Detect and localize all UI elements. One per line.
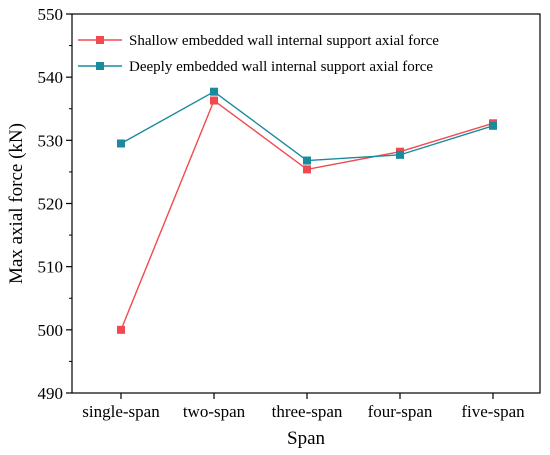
legend: Shallow embedded wall internal support a…: [78, 33, 439, 75]
y-tick-label: 540: [38, 68, 64, 87]
x-axis: single-span two-span three-span four-span fi…: [82, 393, 525, 421]
data-point: [396, 150, 404, 159]
legend-marker: [96, 62, 104, 70]
data-point: [210, 87, 218, 96]
y-tick-label: 550: [38, 5, 64, 24]
legend-marker: [96, 36, 104, 44]
y-tick-label: 530: [38, 131, 64, 150]
y-tick-label: 510: [38, 258, 64, 277]
y-tick-label: 490: [38, 384, 64, 403]
data-point: [489, 121, 497, 130]
x-tick-label: single-span: [82, 402, 160, 421]
y-tick-label: 500: [38, 321, 64, 340]
x-tick-label: four-span: [368, 402, 433, 421]
x-tick-label: three-span: [272, 402, 343, 421]
series-line-1: [120, 99, 494, 331]
x-tick-label: five-span: [461, 402, 525, 421]
x-axis-title: Span: [287, 428, 326, 449]
data-point: [117, 139, 125, 148]
series-line-2: [120, 90, 494, 162]
data-point: [210, 96, 218, 105]
y-axis: 490 500 510 520 530 540 550: [38, 5, 72, 403]
data-point: [117, 325, 125, 334]
y-tick-label: 520: [38, 195, 64, 214]
data-point: [303, 165, 311, 174]
y-axis-title: Max axial force (kN): [6, 123, 27, 284]
data-point: [303, 156, 311, 165]
series-layer: [117, 87, 497, 334]
x-tick-label: two-span: [183, 402, 246, 421]
legend-label: Shallow embedded wall internal support a…: [129, 33, 439, 49]
legend-label: Deeply embedded wall internal support ax…: [129, 59, 433, 75]
